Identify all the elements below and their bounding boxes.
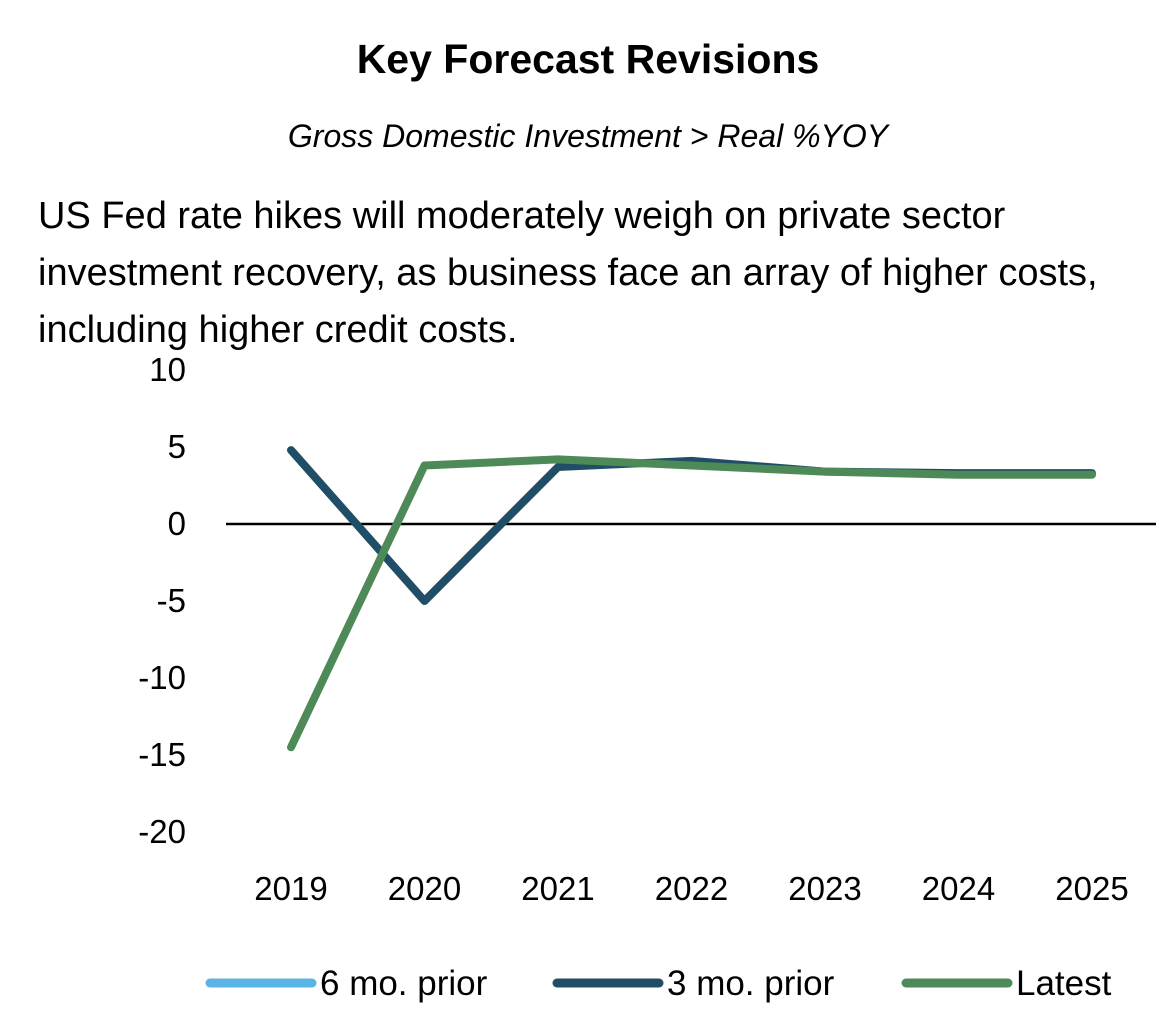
- x-tick-label: 2022: [655, 870, 728, 907]
- x-tick-label: 2024: [922, 870, 995, 907]
- chart-subtitle: Gross Domestic Investment > Real %YOY: [287, 118, 889, 154]
- legend-label-latest: Latest: [1016, 964, 1112, 1003]
- y-tick-label: 10: [149, 351, 186, 388]
- x-tick-label: 2020: [388, 870, 461, 907]
- chart-title: Key Forecast Revisions: [356, 36, 820, 82]
- y-tick-label: -20: [138, 813, 186, 850]
- series-layer: [287, 446, 1096, 752]
- legend-label-3-mo-prior: 3 mo. prior: [667, 964, 835, 1003]
- x-tick-label: 2019: [254, 870, 327, 907]
- x-tick-label: 2025: [1055, 870, 1128, 907]
- series-line-latest: [287, 455, 1096, 752]
- x-tick-label: 2021: [521, 870, 594, 907]
- legend-label-6-mo-prior: 6 mo. prior: [320, 964, 488, 1003]
- x-axis: 2019 2020 2021 2022 2023 2024 2025: [254, 870, 1128, 907]
- y-tick-label: -15: [138, 736, 186, 773]
- legend: 6 mo. prior 3 mo. prior Latest: [205, 964, 1112, 1003]
- chart-description: US Fed rate hikes will moderately weigh …: [38, 195, 1098, 351]
- y-tick-label: 0: [168, 505, 186, 542]
- y-tick-label: 5: [168, 428, 186, 465]
- x-tick-label: 2023: [788, 870, 861, 907]
- y-tick-label: -5: [157, 582, 186, 619]
- y-tick-label: -10: [138, 659, 186, 696]
- y-axis: 10 5 0 -5 -10 -15 -20: [138, 351, 186, 850]
